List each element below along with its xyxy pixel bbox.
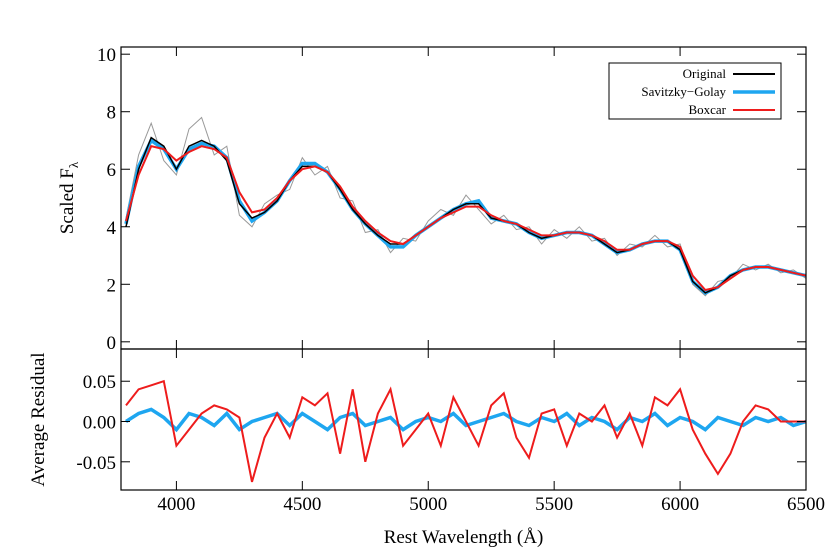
series-line (125, 379, 806, 483)
series-line (125, 116, 806, 297)
x-axis-label: Rest Wavelength (Å) (384, 527, 544, 548)
x-tick-label: 5500 (535, 494, 573, 515)
x-tick-label: 6500 (787, 494, 825, 515)
legend-label: Savitzky−Golay (641, 84, 726, 99)
legend: Original Savitzky−Golay Boxcar (608, 62, 782, 120)
x-tick-label: 4500 (283, 494, 321, 515)
series-line (125, 145, 806, 292)
y-tick-label: 2 (107, 275, 117, 296)
y-tick-label: 10 (97, 45, 116, 66)
series-line (125, 407, 806, 433)
y-tick-label: 4 (107, 218, 117, 239)
x-tick-label: 6000 (661, 494, 699, 515)
series-line (125, 136, 806, 294)
y-axis-label: Average Residual (28, 352, 49, 486)
legend-label: Original (683, 66, 727, 81)
x-tick-label: 5000 (409, 494, 447, 515)
y-tick-label: -0.05 (76, 453, 116, 474)
y-tick-label: 6 (107, 160, 117, 181)
y-axis-label-sub: λ (66, 161, 81, 168)
panel-frame (120, 348, 807, 491)
y-tick-label: 8 (107, 103, 117, 124)
x-tick-label: 4000 (157, 494, 195, 515)
y-axis-label: Scaled Fλ (57, 161, 81, 234)
y-tick-label: 0.00 (83, 413, 116, 434)
y-tick-label: 0 (107, 333, 117, 354)
y-tick-label: 0.05 (83, 372, 116, 393)
legend-label: Boxcar (688, 102, 726, 117)
